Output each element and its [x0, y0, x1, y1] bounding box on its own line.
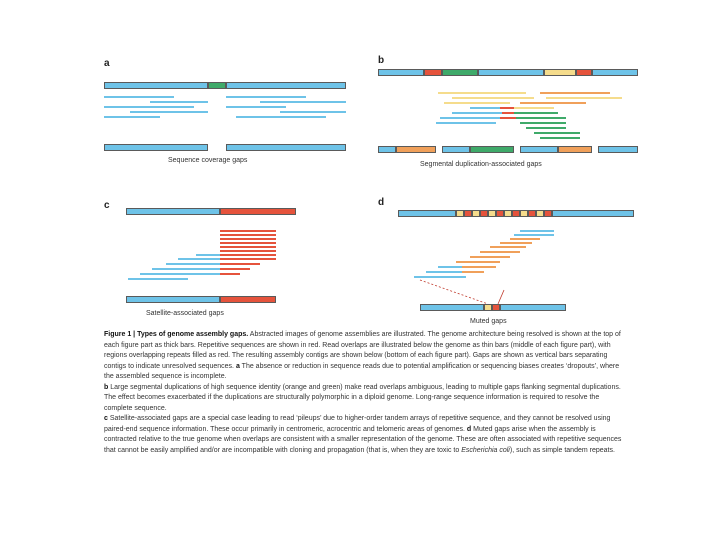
- panel-b-letter: b: [378, 55, 385, 66]
- caption-d-text-2: ), such as simple tandem repeats.: [509, 446, 615, 454]
- caption-b-text: Large segmental duplications of high seq…: [104, 383, 621, 412]
- panel-d-letter: d: [378, 197, 385, 208]
- figure-caption: Figure 1 | Types of genome assembly gaps…: [104, 330, 624, 456]
- caption-c-text: Satellite-associated gaps are a special …: [104, 415, 611, 433]
- caption-c-label: c: [104, 415, 108, 422]
- panel-c-label: Satellite-associated gaps: [146, 310, 224, 317]
- caption-b-label: b: [104, 383, 109, 391]
- panel-c-letter: c: [104, 200, 110, 211]
- caption-intro: Abstracted images of genome assemblies a…: [104, 331, 621, 370]
- panel-a-label: Sequence coverage gaps: [168, 157, 248, 164]
- caption-d-text-1: Muted gaps arise when the assembly is co…: [104, 425, 622, 454]
- caption-heading: Figure 1 | Types of genome assembly gaps…: [104, 331, 249, 338]
- caption-a-text: The absence or reduction in sequence rea…: [104, 362, 620, 381]
- panel-b-label: Segmental duplication-associated gaps: [420, 161, 542, 168]
- panel-a-letter: a: [104, 58, 110, 69]
- caption-d-label: d: [466, 425, 472, 433]
- caption-a-label: a: [235, 362, 240, 370]
- panel-d-label: Muted gaps: [470, 318, 507, 325]
- caption-d-italic: Escherichia coli: [461, 446, 510, 454]
